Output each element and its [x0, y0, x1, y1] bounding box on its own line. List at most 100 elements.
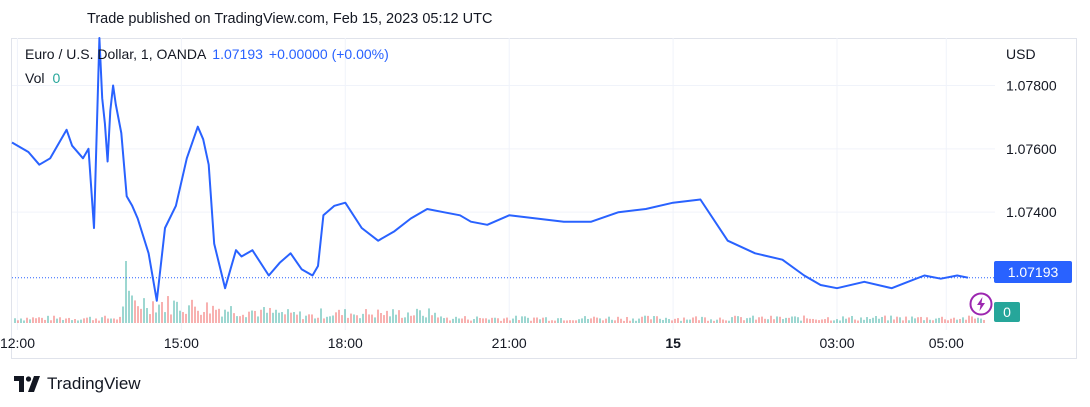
- time-tick-label: 18:00: [328, 335, 363, 351]
- volume-bar: [809, 318, 811, 323]
- volume-bar: [116, 319, 118, 323]
- volume-bar: [575, 320, 577, 323]
- volume-bar: [857, 320, 859, 323]
- volume-bar: [449, 320, 451, 323]
- volume-bar: [968, 315, 970, 323]
- volume-bar: [290, 312, 292, 323]
- price-line: [11, 37, 969, 302]
- volume-bar: [221, 316, 223, 323]
- volume-bar: [731, 317, 733, 323]
- volume-bar: [614, 320, 616, 323]
- volume-bar: [878, 318, 880, 323]
- tradingview-logo[interactable]: TradingView: [14, 374, 141, 394]
- volume-bar: [725, 320, 727, 323]
- volume-bar: [668, 319, 670, 323]
- volume-bar: [380, 313, 382, 323]
- volume-bar: [23, 320, 25, 323]
- volume-bar: [845, 318, 847, 323]
- volume-bar: [374, 317, 376, 323]
- volume-bar: [401, 317, 403, 323]
- volume-bar: [587, 318, 589, 323]
- volume-bar: [980, 318, 982, 323]
- volume-bar: [476, 316, 478, 323]
- volume-bar: [752, 315, 754, 323]
- volume-bar: [455, 316, 457, 323]
- volume-bar: [404, 317, 406, 323]
- volume-bar: [887, 320, 889, 323]
- volume-bar: [812, 318, 814, 323]
- volume-bar: [893, 319, 895, 323]
- volume-label[interactable]: Vol: [25, 70, 45, 86]
- volume-bar: [254, 310, 256, 323]
- volume-bar: [524, 316, 526, 323]
- time-tick-label: 12:00: [0, 335, 35, 351]
- volume-bar: [707, 320, 709, 323]
- volume-bar: [926, 317, 928, 323]
- volume-bar: [464, 316, 466, 323]
- symbol-label[interactable]: Euro / U.S. Dollar, 1, OANDA: [25, 46, 207, 62]
- volume-bar: [359, 318, 361, 323]
- volume-bar: [890, 315, 892, 323]
- volume-bar: [656, 316, 658, 323]
- volume-bar: [77, 320, 79, 323]
- volume-bar: [965, 319, 967, 323]
- volume-bar: [863, 319, 865, 323]
- volume-bar: [365, 309, 367, 323]
- volume-bar: [470, 320, 472, 323]
- volume-bar: [602, 320, 604, 323]
- volume-bar: [674, 318, 676, 323]
- volume-bar: [167, 296, 169, 323]
- volume-bar: [581, 318, 583, 323]
- volume-bar: [197, 310, 199, 323]
- volume-bar: [236, 316, 238, 323]
- volume-bar: [488, 319, 490, 323]
- volume-bar: [422, 315, 424, 323]
- volume-bar: [527, 317, 529, 323]
- volume-bar: [371, 314, 373, 323]
- volume-bar: [665, 317, 667, 323]
- volume-bar: [182, 312, 184, 323]
- volume-bar: [224, 309, 226, 323]
- volume-bar: [860, 317, 862, 323]
- volume-bar: [269, 307, 271, 323]
- volume-bar: [611, 319, 613, 323]
- volume-bar: [47, 315, 49, 323]
- volume-bar: [662, 319, 664, 323]
- volume-bar: [842, 316, 844, 323]
- volume-bar: [494, 317, 496, 323]
- volume-bar: [386, 310, 388, 323]
- volume-bar: [350, 313, 352, 323]
- volume-bar: [920, 316, 922, 323]
- volume-bar: [536, 317, 538, 323]
- volume-bar: [518, 319, 520, 323]
- volume-bar: [785, 317, 787, 323]
- volume-bar: [650, 319, 652, 323]
- currency-label[interactable]: USD: [1006, 46, 1036, 62]
- volume-bar: [83, 318, 85, 323]
- time-tick-label: 15: [665, 335, 681, 351]
- volume-bar: [458, 318, 460, 323]
- volume-bar: [629, 320, 631, 323]
- volume-bar: [194, 306, 196, 323]
- volume-bar: [485, 318, 487, 323]
- volume-bar: [647, 315, 649, 323]
- volume-bar: [557, 318, 559, 323]
- volume-badge: 0: [994, 302, 1020, 322]
- volume-bar: [935, 318, 937, 323]
- volume-bar: [161, 301, 163, 323]
- volume-bar: [791, 316, 793, 323]
- volume-bar: [608, 316, 610, 323]
- volume-bar: [29, 319, 31, 323]
- volume-bar: [566, 320, 568, 323]
- price-tick-label: 1.07400: [1006, 204, 1057, 220]
- volume-bar: [407, 312, 409, 323]
- volume-bar: [38, 317, 40, 323]
- lightning-icon[interactable]: [969, 292, 993, 316]
- volume-bar: [716, 319, 718, 323]
- volume-bar: [206, 302, 208, 323]
- volume-bar: [644, 315, 646, 323]
- volume-bar: [191, 299, 193, 323]
- volume-bar: [596, 317, 598, 323]
- volume-bar: [176, 301, 178, 323]
